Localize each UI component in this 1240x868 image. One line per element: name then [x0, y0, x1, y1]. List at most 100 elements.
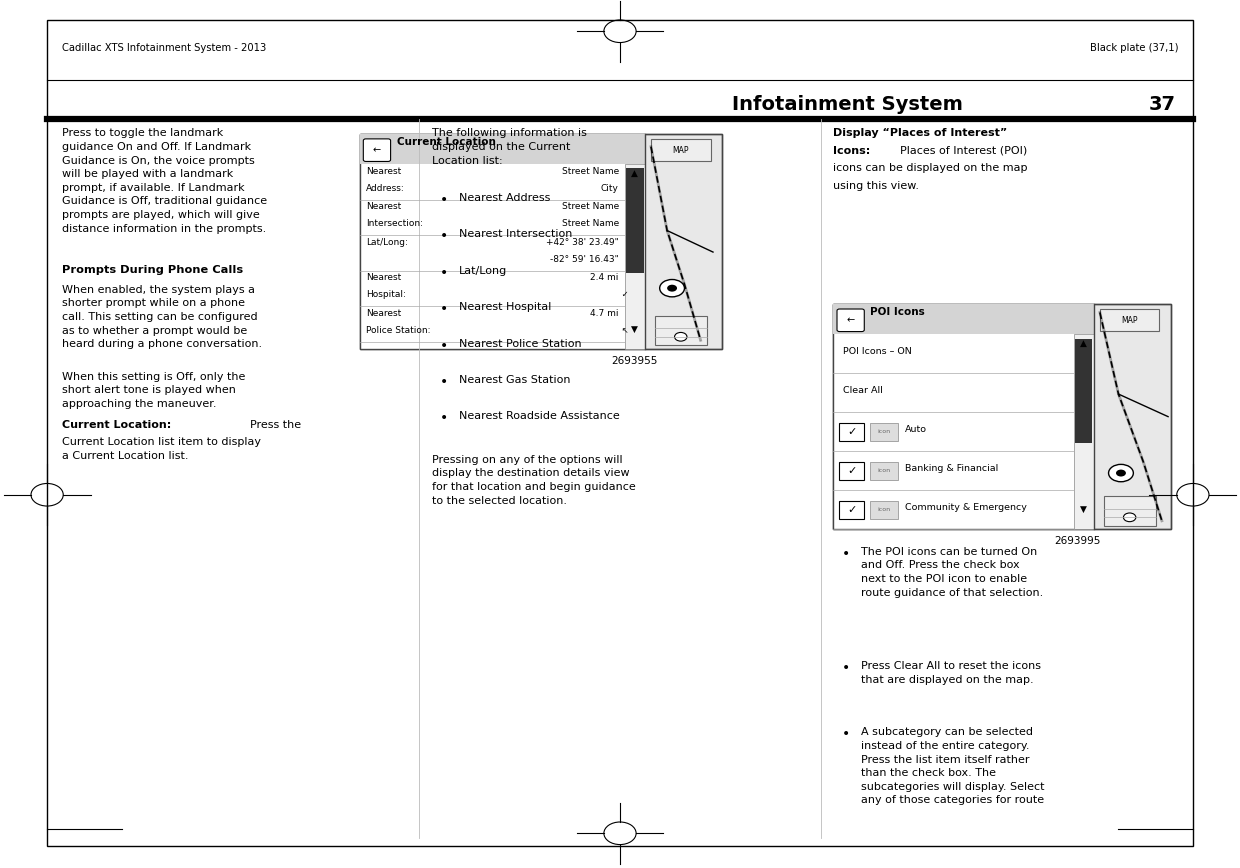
- Text: Press Clear All to reset the icons
that are displayed on the map.: Press Clear All to reset the icons that …: [861, 661, 1040, 685]
- Circle shape: [667, 285, 677, 292]
- Text: Hospital:: Hospital:: [366, 290, 405, 299]
- Bar: [360, 134, 645, 164]
- Text: Lat/Long:: Lat/Long:: [366, 238, 408, 247]
- Text: POI Icons – ON: POI Icons – ON: [843, 347, 911, 356]
- Bar: [833, 304, 1094, 334]
- Text: Street Name: Street Name: [562, 167, 619, 175]
- Bar: [1094, 304, 1171, 529]
- Bar: [360, 134, 722, 349]
- Text: •: •: [440, 193, 448, 207]
- Text: Current Location list item to display
a Current Location list.: Current Location list item to display a …: [62, 437, 260, 461]
- Text: 2.4 mi: 2.4 mi: [590, 273, 619, 282]
- Circle shape: [1109, 464, 1133, 482]
- Text: Police Station:: Police Station:: [366, 326, 430, 335]
- Text: •: •: [440, 302, 448, 316]
- Text: icon: icon: [878, 430, 890, 434]
- Text: Street Name: Street Name: [562, 219, 619, 228]
- Text: •: •: [440, 229, 448, 243]
- Text: ▲: ▲: [1080, 339, 1087, 347]
- Bar: [833, 304, 1094, 529]
- Text: Nearest: Nearest: [366, 309, 401, 318]
- Text: Nearest: Nearest: [366, 167, 401, 175]
- Text: When enabled, the system plays a
shorter prompt while on a phone
call. This sett: When enabled, the system plays a shorter…: [62, 285, 262, 349]
- Bar: [833, 304, 1171, 529]
- Text: 4.7 mi: 4.7 mi: [590, 309, 619, 318]
- Text: Press to toggle the landmark
guidance On and Off. If Landmark
Guidance is On, th: Press to toggle the landmark guidance On…: [62, 128, 267, 233]
- Bar: [839, 424, 864, 441]
- Text: Infotainment System: Infotainment System: [732, 95, 962, 115]
- Text: icon: icon: [878, 508, 890, 512]
- Bar: [839, 502, 864, 519]
- Bar: [1075, 339, 1092, 443]
- Circle shape: [660, 279, 684, 297]
- Bar: [870, 462, 898, 479]
- Text: Community & Emergency: Community & Emergency: [905, 503, 1027, 512]
- Bar: [870, 424, 898, 441]
- Text: Black plate (37,1): Black plate (37,1): [1090, 43, 1178, 54]
- Text: Icons:: Icons:: [833, 146, 870, 156]
- Text: Address:: Address:: [366, 184, 404, 193]
- Text: •: •: [842, 547, 849, 561]
- Circle shape: [675, 332, 687, 341]
- Text: ▼: ▼: [631, 325, 639, 333]
- Text: The following information is
displayed on the Current
Location list:: The following information is displayed o…: [432, 128, 587, 166]
- Text: A subcategory can be selected
instead of the entire category.
Press the list ite: A subcategory can be selected instead of…: [861, 727, 1044, 806]
- Text: icon: icon: [878, 469, 890, 473]
- Text: MAP: MAP: [672, 146, 689, 155]
- Text: POI Icons: POI Icons: [870, 307, 925, 318]
- Bar: [1074, 334, 1094, 529]
- Text: Pressing on any of the options will
display the destination details view
for tha: Pressing on any of the options will disp…: [432, 455, 635, 506]
- Text: ↖: ↖: [619, 326, 629, 335]
- Text: MAP: MAP: [1121, 316, 1138, 325]
- Text: •: •: [440, 266, 448, 279]
- Text: ✓: ✓: [847, 466, 857, 476]
- Text: Intersection:: Intersection:: [366, 219, 423, 228]
- Bar: [626, 168, 644, 273]
- Text: Nearest Hospital: Nearest Hospital: [459, 302, 551, 312]
- Text: Nearest: Nearest: [366, 273, 401, 282]
- Text: Nearest Roadside Assistance: Nearest Roadside Assistance: [459, 411, 620, 422]
- Text: Current Location: Current Location: [397, 137, 496, 148]
- Bar: [1100, 309, 1159, 331]
- Text: using this view.: using this view.: [833, 181, 919, 191]
- Text: ←: ←: [847, 315, 854, 326]
- Text: Cadillac XTS Infotainment System - 2013: Cadillac XTS Infotainment System - 2013: [62, 43, 267, 54]
- Text: Street Name: Street Name: [562, 202, 619, 211]
- Bar: [625, 164, 645, 349]
- Text: Nearest Intersection: Nearest Intersection: [459, 229, 572, 240]
- Bar: [833, 304, 1171, 529]
- Text: icons can be displayed on the map: icons can be displayed on the map: [833, 163, 1028, 174]
- Bar: [360, 134, 722, 349]
- Text: Press the: Press the: [243, 420, 301, 431]
- Text: The POI icons can be turned On
and Off. Press the check box
next to the POI icon: The POI icons can be turned On and Off. …: [861, 547, 1043, 598]
- Text: Nearest Address: Nearest Address: [459, 193, 551, 203]
- Text: •: •: [440, 375, 448, 389]
- Text: 37: 37: [1148, 95, 1176, 115]
- FancyBboxPatch shape: [837, 309, 864, 332]
- Text: Current Location:: Current Location:: [62, 420, 171, 431]
- Text: ✓: ✓: [847, 427, 857, 437]
- Circle shape: [1116, 470, 1126, 477]
- Bar: [645, 134, 722, 349]
- Text: ←: ←: [373, 145, 381, 155]
- Bar: [651, 139, 711, 161]
- Text: •: •: [842, 727, 849, 741]
- Text: Display “Places of Interest”: Display “Places of Interest”: [833, 128, 1008, 139]
- Text: When this setting is Off, only the
short alert tone is played when
approaching t: When this setting is Off, only the short…: [62, 372, 246, 409]
- Text: -82° 59' 16.43": -82° 59' 16.43": [551, 254, 619, 264]
- Text: ▲: ▲: [631, 168, 639, 177]
- Text: City: City: [601, 184, 619, 193]
- Bar: [655, 316, 707, 345]
- Text: Places of Interest (POI): Places of Interest (POI): [893, 146, 1027, 156]
- Text: Banking & Financial: Banking & Financial: [905, 464, 998, 473]
- Text: Nearest Police Station: Nearest Police Station: [459, 339, 582, 349]
- Text: 2693995: 2693995: [1055, 536, 1101, 547]
- FancyBboxPatch shape: [363, 139, 391, 161]
- Text: •: •: [440, 339, 448, 352]
- Bar: [360, 134, 645, 349]
- Text: Lat/Long: Lat/Long: [459, 266, 507, 276]
- Bar: [839, 462, 864, 479]
- Text: •: •: [842, 661, 849, 675]
- Bar: [1104, 496, 1156, 526]
- Text: ▼: ▼: [1080, 505, 1087, 514]
